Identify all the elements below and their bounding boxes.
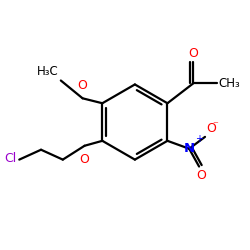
Text: O: O: [196, 170, 206, 182]
Text: H₃C: H₃C: [37, 64, 59, 78]
Text: +: +: [195, 134, 203, 144]
Text: ⁻: ⁻: [212, 120, 218, 130]
Text: Cl: Cl: [4, 152, 16, 165]
Text: O: O: [188, 47, 198, 60]
Text: N: N: [184, 142, 195, 155]
Text: CH₃: CH₃: [219, 77, 240, 90]
Text: O: O: [78, 79, 88, 92]
Text: O: O: [206, 122, 216, 135]
Text: O: O: [80, 153, 90, 166]
